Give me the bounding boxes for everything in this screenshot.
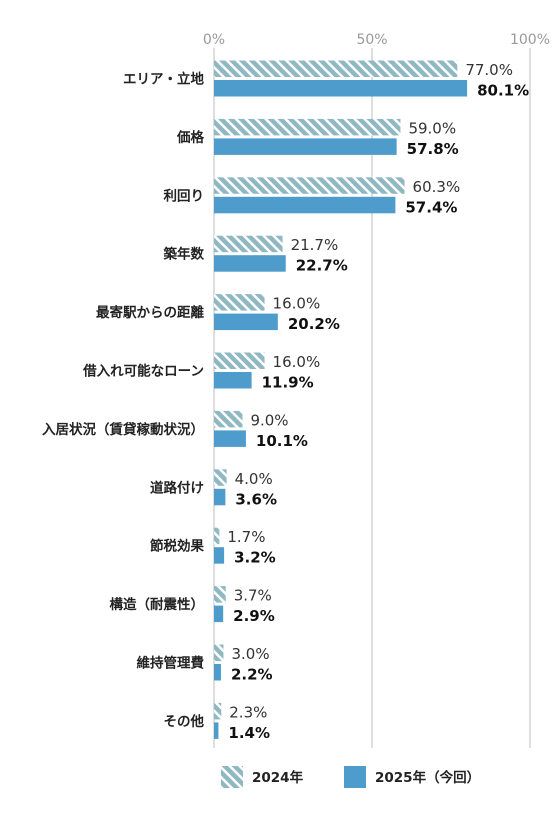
gridlines xyxy=(213,48,531,748)
value-label-2024: 3.7% xyxy=(234,587,272,605)
category-label: 道路付け xyxy=(150,479,204,496)
bar-2025 xyxy=(214,430,246,447)
category-label: その他 xyxy=(164,713,205,730)
value-label-2024: 16.0% xyxy=(273,353,321,371)
x-tick-label: 100% xyxy=(510,32,550,48)
value-label-2025: 2.2% xyxy=(231,666,273,684)
x-axis-ticks: 0% 50% 100% xyxy=(203,32,550,48)
value-label-2024: 9.0% xyxy=(250,411,288,429)
value-label-2025: 10.1% xyxy=(256,432,308,450)
bar-2024 xyxy=(214,469,227,486)
bar-2025 xyxy=(214,255,286,272)
value-label-2024: 60.3% xyxy=(413,178,461,196)
value-label-2024: 2.3% xyxy=(229,703,267,721)
value-label-2024: 3.0% xyxy=(231,645,269,663)
category-label: 価格 xyxy=(176,129,204,146)
category-group: 最寄駅からの距離 16.0% 20.2% xyxy=(96,294,340,333)
bar-2024 xyxy=(214,60,458,77)
value-label-2024: 1.7% xyxy=(227,528,265,546)
category-group: 構造（耐震性） 3.7% 2.9% xyxy=(110,586,275,625)
category-group: 維持管理費 3.0% 2.2% xyxy=(137,644,273,684)
legend: 2024年 2025年（今回） xyxy=(221,766,480,788)
legend-swatch-2024 xyxy=(221,766,243,788)
bar-2024 xyxy=(214,294,265,311)
category-group: 入居状況（賃貸稼動状況） 9.0% 10.1% xyxy=(42,410,308,450)
bar-2025 xyxy=(214,488,226,506)
x-tick-label: 0% xyxy=(203,32,225,48)
bar-2025 xyxy=(214,605,224,623)
bar-2024 xyxy=(214,177,405,194)
bar-2025 xyxy=(214,664,221,681)
category-group: 利回り 60.3% 57.4% xyxy=(164,177,461,216)
bar-2024 xyxy=(214,644,224,661)
legend-label-2024: 2024年 xyxy=(252,769,304,786)
bar-2025 xyxy=(214,722,219,739)
category-group: エリア・立地 77.0% 80.1% xyxy=(123,60,529,100)
bar-2025 xyxy=(214,138,397,155)
category-label: 維持管理費 xyxy=(137,655,205,672)
bar-2025 xyxy=(214,196,396,214)
bar-2024 xyxy=(214,118,401,136)
value-label-2024: 16.0% xyxy=(273,295,321,313)
category-label: 最寄駅からの距離 xyxy=(96,304,204,321)
category-group: 借入れ可能なローン 16.0% 11.9% xyxy=(82,352,321,392)
legend-swatch-2025 xyxy=(344,766,366,788)
value-label-2024: 21.7% xyxy=(291,236,339,254)
category-label: 築年数 xyxy=(163,246,205,263)
category-group: その他 2.3% 1.4% xyxy=(164,702,270,742)
value-label-2025: 11.9% xyxy=(262,374,314,392)
category-label: 利回り xyxy=(164,187,205,204)
value-label-2024: 4.0% xyxy=(235,470,273,488)
category-group: 道路付け 4.0% 3.6% xyxy=(150,469,277,508)
category-label: 入居状況（賃貸稼動状況） xyxy=(42,421,204,438)
value-label-2025: 22.7% xyxy=(296,257,348,275)
category-label: 節税効果 xyxy=(150,538,204,555)
bars: エリア・立地 77.0% 80.1% 価格 59.0% 57.8% 利回り 60.3% 57.4… xyxy=(42,60,529,742)
bar-2024 xyxy=(214,410,243,428)
bar-2025 xyxy=(214,372,252,389)
category-group: 節税効果 1.7% 3.2% xyxy=(150,527,276,567)
value-label-2025: 80.1% xyxy=(477,82,529,100)
value-label-2025: 3.2% xyxy=(234,549,276,567)
value-label-2025: 1.4% xyxy=(228,724,270,742)
category-label: 構造（耐震性） xyxy=(110,596,205,613)
value-label-2025: 57.8% xyxy=(407,140,459,158)
bar-2024 xyxy=(214,527,220,545)
bar-2025 xyxy=(214,313,278,331)
bar-2024 xyxy=(214,352,265,369)
bar-2024 xyxy=(214,586,226,603)
x-tick-label: 50% xyxy=(356,32,387,48)
bar-2025 xyxy=(214,80,468,97)
category-group: 築年数 21.7% 22.7% xyxy=(163,235,348,275)
value-label-2025: 57.4% xyxy=(405,198,457,216)
bar-2024 xyxy=(214,702,222,720)
category-label: 借入れ可能なローン xyxy=(82,363,204,380)
legend-label-2025: 2025年（今回） xyxy=(375,769,480,786)
category-group: 価格 59.0% 57.8% xyxy=(176,118,459,158)
value-label-2024: 77.0% xyxy=(465,61,513,79)
value-label-2025: 3.6% xyxy=(235,490,277,508)
category-label: エリア・立地 xyxy=(123,71,204,88)
value-label-2025: 2.9% xyxy=(233,607,275,625)
bar-2025 xyxy=(214,547,225,564)
value-label-2024: 59.0% xyxy=(408,119,456,137)
value-label-2025: 20.2% xyxy=(288,315,340,333)
bar-2024 xyxy=(214,235,283,253)
